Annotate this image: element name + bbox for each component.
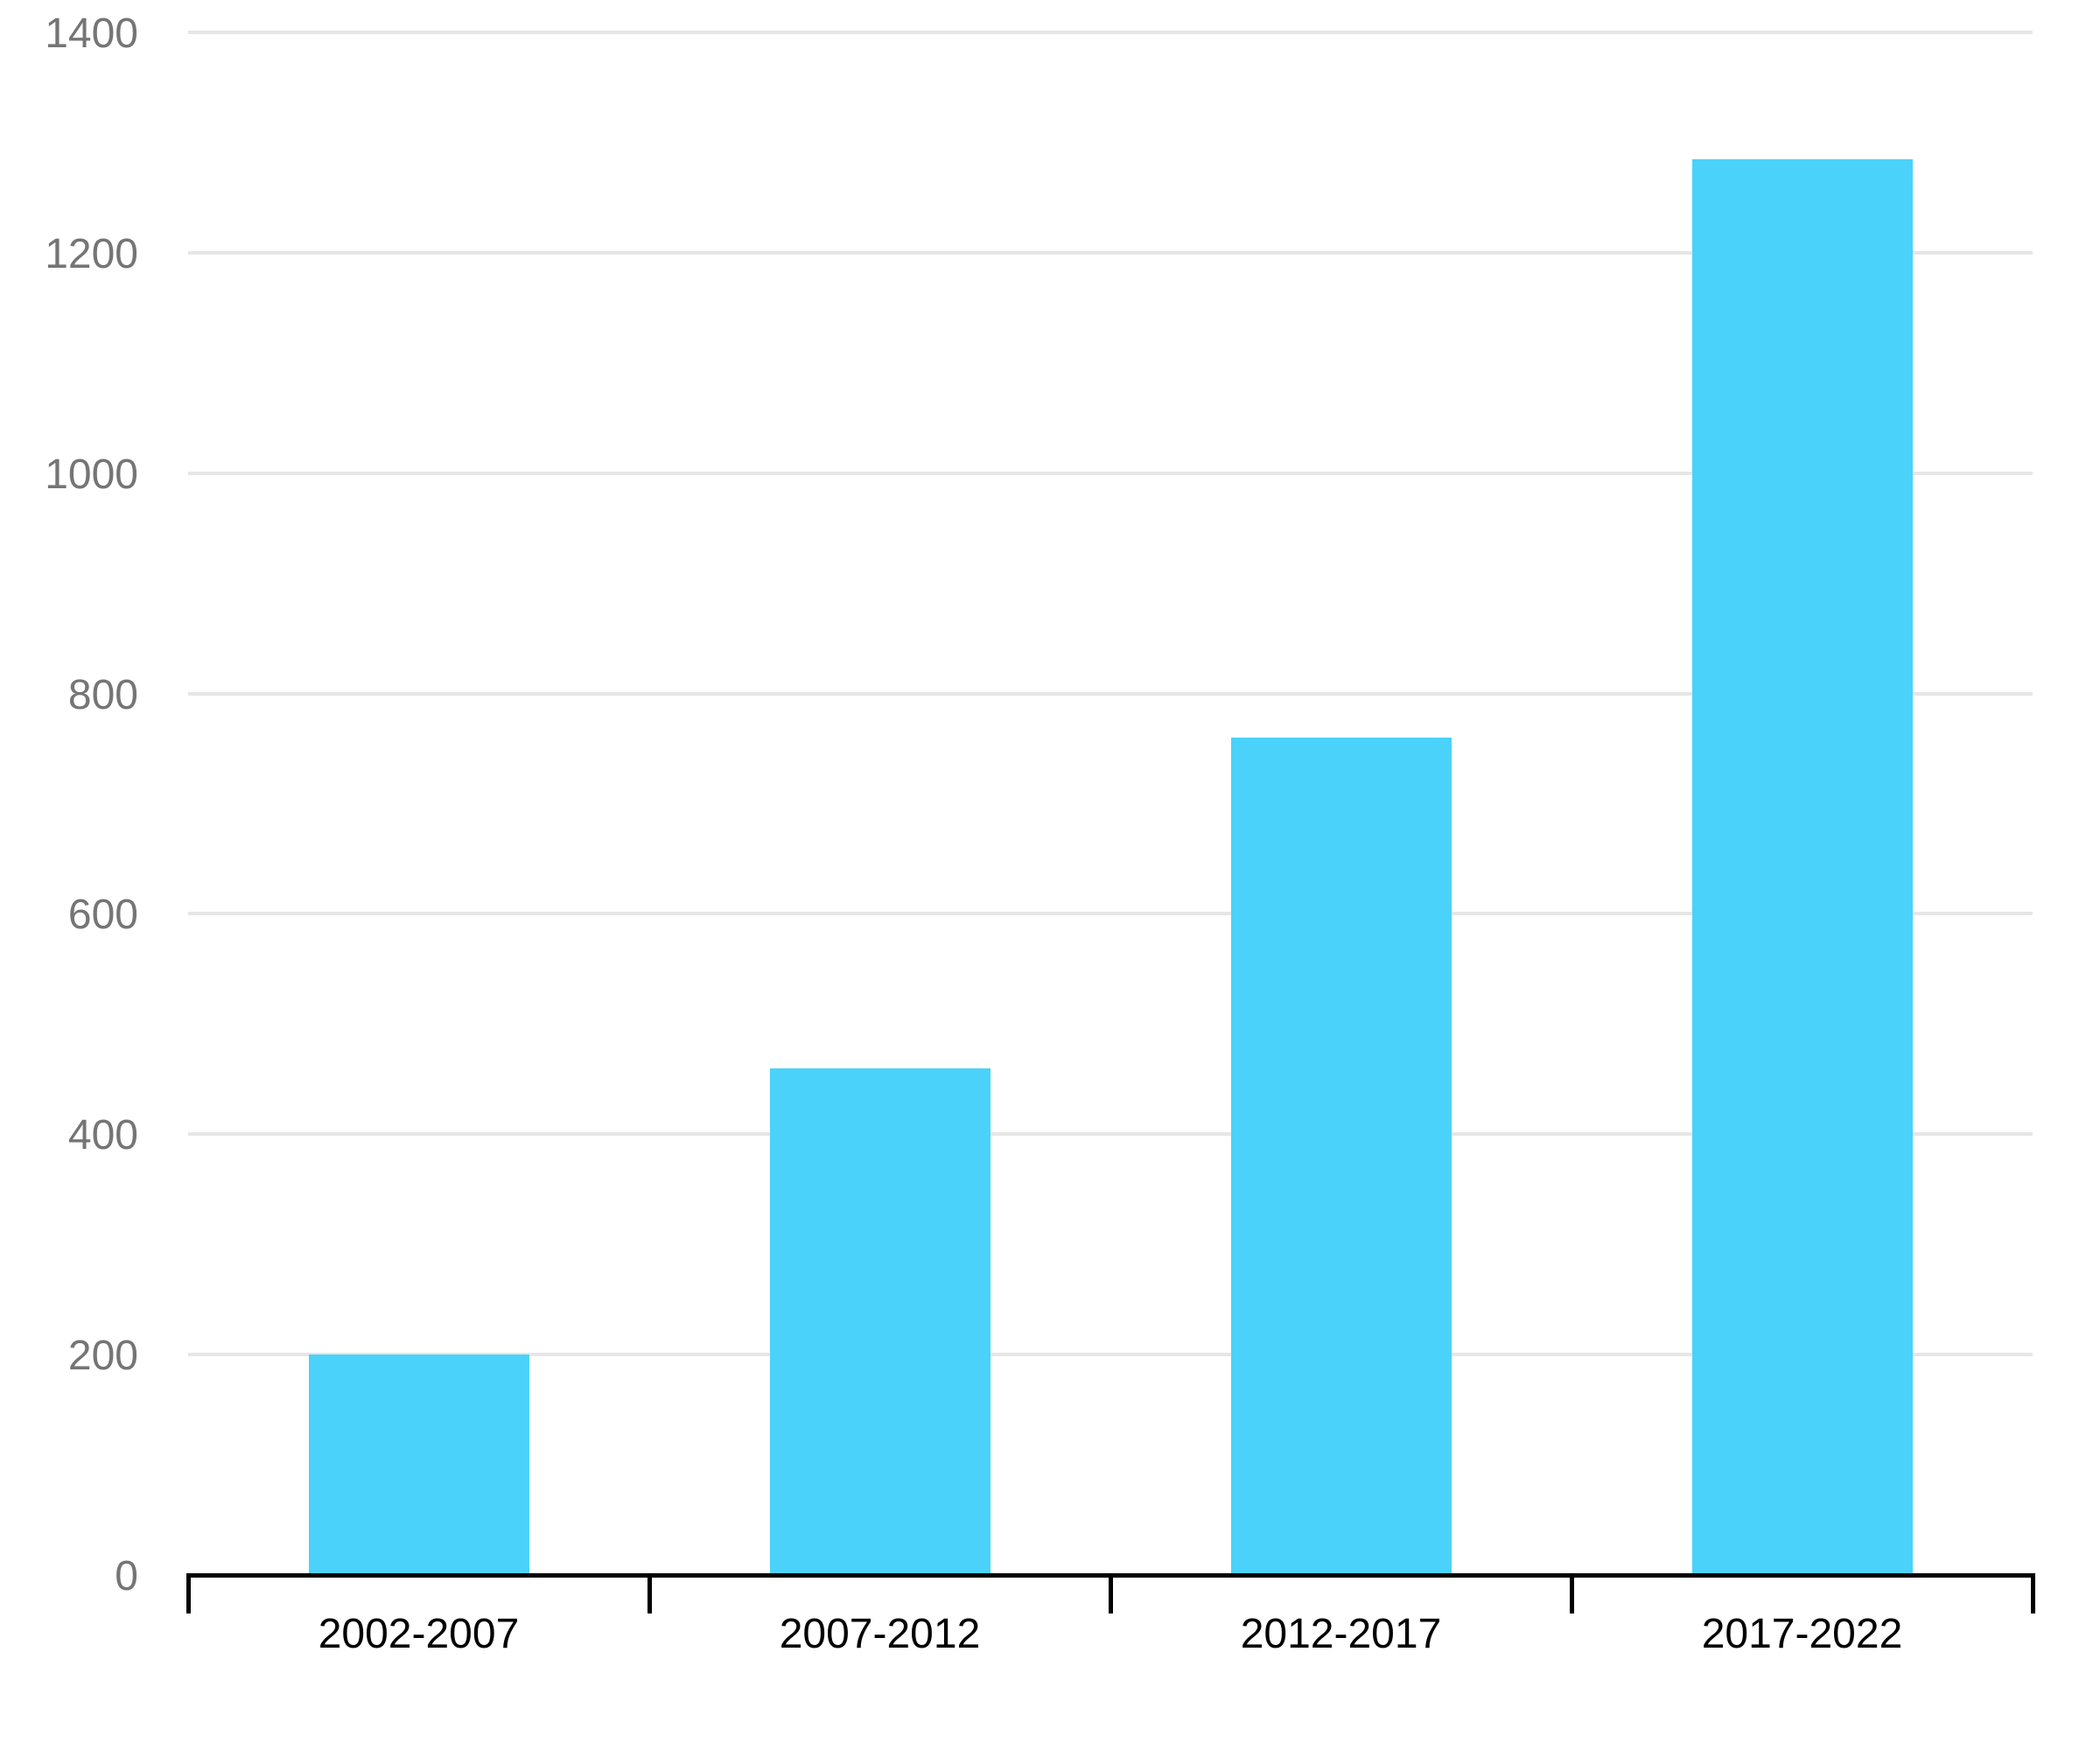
x-axis-tick-4 (2031, 1573, 2035, 1614)
y-tick-label-200: 200 (67, 1333, 138, 1379)
y-tick-label-0: 0 (115, 1553, 138, 1600)
bar-2017-2022 (1692, 159, 1913, 1575)
gridline-600 (188, 912, 2033, 915)
y-tick-label-800: 800 (67, 672, 138, 718)
gridline-400 (188, 1132, 2033, 1136)
x-tick-label-2007-2012: 2007-2012 (779, 1611, 981, 1657)
y-tick-label-400: 400 (67, 1112, 138, 1158)
gridline-800 (188, 692, 2033, 696)
y-tick-label-1400: 1400 (45, 10, 138, 57)
y-tick-label-1000: 1000 (45, 452, 138, 498)
x-axis-tick-0 (186, 1573, 191, 1614)
bar-2007-2012 (770, 1068, 990, 1575)
x-tick-label-2002-2007: 2002-2007 (318, 1611, 520, 1657)
gridline-1000 (188, 472, 2033, 475)
x-tick-label-2012-2017: 2012-2017 (1240, 1611, 1442, 1657)
gridline-1200 (188, 251, 2033, 255)
x-tick-label-2017-2022: 2017-2022 (1701, 1611, 1903, 1657)
bar-2002-2007 (309, 1354, 529, 1575)
bar-2012-2017 (1231, 738, 1452, 1575)
gridline-200 (188, 1353, 2033, 1356)
x-axis-tick-1 (648, 1573, 652, 1614)
x-axis-tick-2 (1109, 1573, 1113, 1614)
x-axis-tick-3 (1570, 1573, 1574, 1614)
y-tick-label-600: 600 (67, 892, 138, 938)
y-tick-label-1200: 1200 (45, 231, 138, 277)
gridline-1400 (188, 31, 2033, 34)
